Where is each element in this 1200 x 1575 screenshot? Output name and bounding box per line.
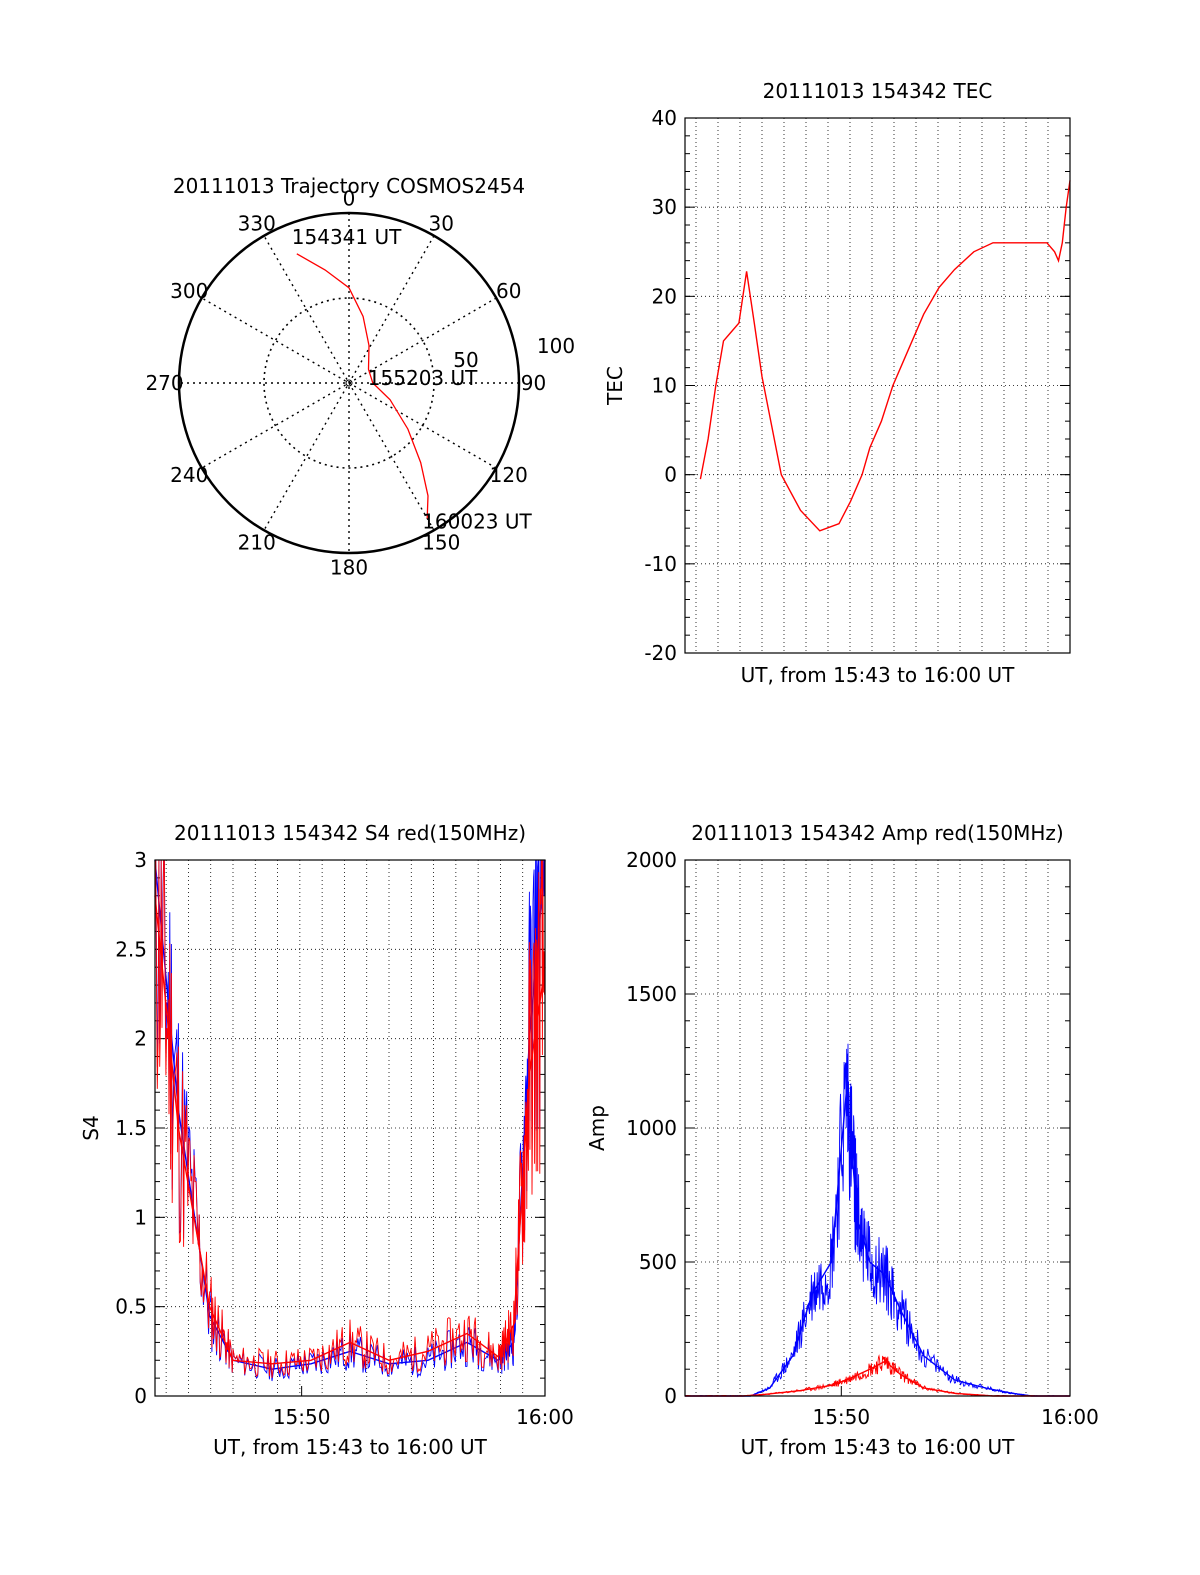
y-axis-label: TEC — [603, 366, 627, 406]
y-tick-label: 500 — [639, 1250, 677, 1274]
polar-angle-label: 90 — [521, 371, 546, 395]
series-noise — [684, 1043, 1069, 1397]
x-axis-label: UT, from 15:43 to 16:00 UT — [741, 1435, 1016, 1459]
x-tick-label: 16:00 — [1041, 1405, 1099, 1429]
trajectory-time-label: 160023 UT — [422, 509, 532, 533]
x-axis-label: UT, from 15:43 to 16:00 UT — [213, 1435, 488, 1459]
y-tick-label: 2.5 — [115, 937, 147, 961]
x-axis-label: UT, from 15:43 to 16:00 UT — [741, 663, 1016, 687]
trajectory-time-label: 155203 UT — [368, 366, 478, 390]
y-tick-label: 10 — [652, 374, 677, 398]
y-tick-label: 0 — [664, 1384, 677, 1408]
series-line — [154, 859, 546, 1370]
polar-angle-label: 210 — [238, 531, 276, 555]
polar-angle-label: 120 — [490, 463, 528, 487]
polar-angle-label: 30 — [428, 211, 453, 235]
polar-angle-label: 180 — [330, 555, 368, 579]
y-tick-label: 30 — [652, 195, 677, 219]
polar-spoke — [263, 235, 435, 531]
y-tick-label: 40 — [652, 106, 677, 130]
x-tick-label: 15:50 — [812, 1405, 870, 1429]
polar-title: 20111013 Trajectory COSMOS2454 — [173, 174, 525, 198]
y-tick-label: 3 — [134, 848, 147, 872]
y-tick-label: 20 — [652, 284, 677, 308]
y-tick-label: -10 — [644, 552, 677, 576]
x-tick-label: 15:50 — [273, 1405, 331, 1429]
plot-frame — [684, 117, 1071, 654]
polar-radial-label: 50 — [453, 348, 478, 372]
y-tick-label: 1500 — [626, 982, 677, 1006]
y-tick-label: 1000 — [626, 1116, 677, 1140]
polar-angle-label: 300 — [170, 279, 208, 303]
y-axis-label: S4 — [79, 1115, 103, 1140]
series-noise — [155, 859, 545, 1382]
polar-angle-label: 240 — [170, 463, 208, 487]
y-tick-label: 0.5 — [115, 1295, 147, 1319]
y-tick-label: 1.5 — [115, 1116, 147, 1140]
polar-radial-label: 100 — [537, 334, 575, 358]
amp-panel: 20111013 154342 Amp red(150MHz) 0 500 1000 1… — [585, 821, 1099, 1459]
polar-center — [345, 379, 353, 387]
trajectory-time-label: 154341 UT — [292, 225, 402, 249]
series-noise — [684, 1354, 1068, 1397]
x-tick-label: 16:00 — [516, 1405, 574, 1429]
trajectory-line — [296, 253, 429, 519]
polar-angle-label: 60 — [496, 279, 521, 303]
polar-angle-label: 270 — [145, 371, 183, 395]
s4-panel: 20111013 154342 S4 red(150MHz) 0 0.5 1 1.5 2 2… — [79, 821, 574, 1459]
polar-angle-label: 0 — [343, 187, 356, 211]
panel-title: 20111013 154342 S4 red(150MHz) — [174, 821, 526, 845]
panel-title: 20111013 154342 TEC — [763, 79, 993, 103]
plot-frame — [154, 859, 546, 1397]
series-noise — [155, 859, 545, 1379]
y-tick-label: 2 — [134, 1027, 147, 1051]
y-axis-label: Amp — [585, 1105, 609, 1151]
y-tick-label: 2000 — [626, 848, 677, 872]
y-tick-label: 0 — [134, 1384, 147, 1408]
series-line — [699, 180, 1071, 532]
y-tick-label: 1 — [134, 1205, 147, 1229]
y-tick-label: -20 — [644, 641, 677, 665]
series-line — [154, 895, 546, 1365]
plot-frame — [684, 859, 1071, 1397]
y-tick-label: 0 — [664, 463, 677, 487]
panel-title: 20111013 154342 Amp red(150MHz) — [691, 821, 1063, 845]
polar-angle-label: 150 — [422, 531, 460, 555]
polar-angle-label: 330 — [238, 211, 276, 235]
tec-panel: 20111013 154342 TEC -20 -10 0 10 20 30 40 UT, fr… — [603, 79, 1071, 687]
series-line — [685, 1087, 1070, 1397]
